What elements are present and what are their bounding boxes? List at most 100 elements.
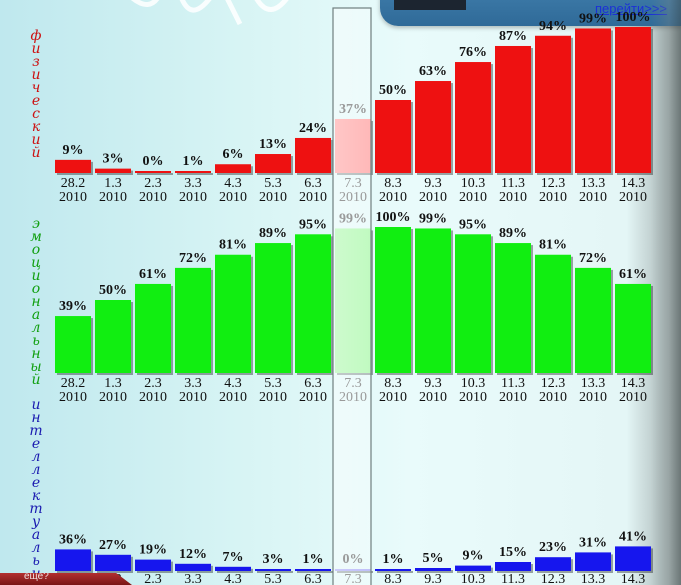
tick-year-0-8: 2010 [379,190,407,205]
value-label-2-14: 41% [619,529,647,544]
value-label-0-1: 3% [103,152,124,167]
bar-0-9 [415,81,451,173]
bar-2-9 [415,568,451,571]
tick-date-1-13: 13.3 [581,376,606,391]
value-label-1-7: 99% [339,211,367,226]
value-label-1-11: 89% [499,226,527,241]
more-tab[interactable]: еще? [0,573,132,585]
tick-date-1-3: 3.3 [184,376,202,391]
series-label-letter: ч [31,80,41,96]
value-label-1-8: 100% [376,210,411,225]
value-label-0-7: 37% [339,102,367,117]
tick-year-0-0: 2010 [59,190,87,205]
tick-date-2-9: 9.3 [424,572,442,585]
value-label-1-12: 81% [539,238,567,253]
value-label-2-8: 1% [383,552,404,567]
value-label-0-4: 6% [223,147,244,162]
tick-date-2-5: 5.3 [264,572,282,585]
tick-date-0-1: 1.3 [104,176,122,191]
tick-year-1-7: 2010 [339,390,367,405]
series-label-letter: с [32,106,40,122]
value-label-2-7: 0% [343,552,364,567]
value-label-2-0: 36% [59,532,87,547]
tick-year-1-9: 2010 [419,390,447,405]
tick-date-2-10: 10.3 [461,572,486,585]
bar-shadow [137,173,173,175]
bar-2-10 [455,565,491,571]
bar-2-0 [55,549,91,571]
tick-date-0-4: 4.3 [224,176,242,191]
bar-1-13 [575,267,611,373]
tick-date-0-9: 9.3 [424,176,442,191]
series-label-letter: о [31,281,41,297]
bar-2-8 [375,569,411,571]
tick-date-1-2: 2.3 [144,376,162,391]
bar-0-11 [495,45,531,174]
value-label-1-1: 50% [99,283,127,298]
tick-date-2-8: 8.3 [384,572,402,585]
tick-date-0-14: 14.3 [621,176,646,191]
tick-year-0-11: 2010 [499,190,527,205]
tick-year-1-5: 2010 [259,390,287,405]
tick-year-1-6: 2010 [299,390,327,405]
tick-date-2-2: 2.3 [144,572,162,585]
value-label-0-3: 1% [183,154,204,169]
value-label-1-5: 89% [259,226,287,241]
bar-2-4 [215,566,251,571]
bar-2-1 [95,554,131,571]
tick-year-0-14: 2010 [619,190,647,205]
value-label-2-12: 23% [539,540,567,555]
value-label-1-13: 72% [579,251,607,266]
bar-shadow [417,570,453,573]
tick-date-2-12: 12.3 [541,572,566,585]
bar-0-5 [255,154,291,173]
tick-date-0-7: 7.3 [344,176,362,191]
tick-date-2-6: 6.3 [304,572,322,585]
current-day-highlight[interactable] [332,7,372,585]
tick-date-1-14: 14.3 [621,376,646,391]
series-label-letter: ц [31,255,41,271]
series-label-letter: н [31,294,41,310]
bar-2-2 [135,559,171,571]
tick-date-1-11: 11.3 [501,376,525,391]
series-label-letter: л [31,449,41,465]
intellectual-series-label: интеллектуальный [26,398,46,585]
series-label-letter: н [31,346,41,362]
bar-2-6 [295,569,331,571]
series-label-letter: а [31,307,41,323]
series-label-letter: й [31,145,41,161]
bar-shadow [177,173,213,175]
tick-date-0-12: 12.3 [541,176,566,191]
tick-date-2-3: 3.3 [184,572,202,585]
bar-0-10 [455,62,491,173]
value-label-0-0: 9% [63,143,84,158]
value-label-2-3: 12% [179,547,207,562]
tick-year-0-1: 2010 [99,190,127,205]
series-label-letter: и [31,132,41,148]
bar-1-11 [495,243,531,373]
bar-2-13 [575,552,611,571]
bar-0-3 [175,171,211,173]
value-label-2-1: 27% [99,538,127,553]
tick-date-0-5: 5.3 [264,176,282,191]
series-label-letter: ь [32,553,40,569]
value-label-0-11: 87% [499,29,527,44]
value-label-0-5: 13% [259,137,287,152]
tick-date-1-4: 4.3 [224,376,242,391]
tick-date-1-10: 10.3 [461,376,486,391]
go-link[interactable]: перейти>>> [595,1,667,16]
tick-date-1-7: 7.3 [344,376,362,391]
value-label-1-2: 61% [139,267,167,282]
tick-year-0-3: 2010 [179,190,207,205]
bar-1-9 [415,228,451,373]
value-label-2-4: 7% [223,550,244,565]
tick-date-0-0: 28.2 [61,176,86,191]
bar-1-0 [55,316,91,373]
bar-2-14 [615,546,651,571]
tick-date-0-13: 13.3 [581,176,606,191]
tick-date-1-6: 6.3 [304,376,322,391]
tick-year-0-13: 2010 [579,190,607,205]
series-label-letter: е [31,475,41,491]
bar-1-4 [215,254,251,373]
bar-1-8 [375,227,411,373]
